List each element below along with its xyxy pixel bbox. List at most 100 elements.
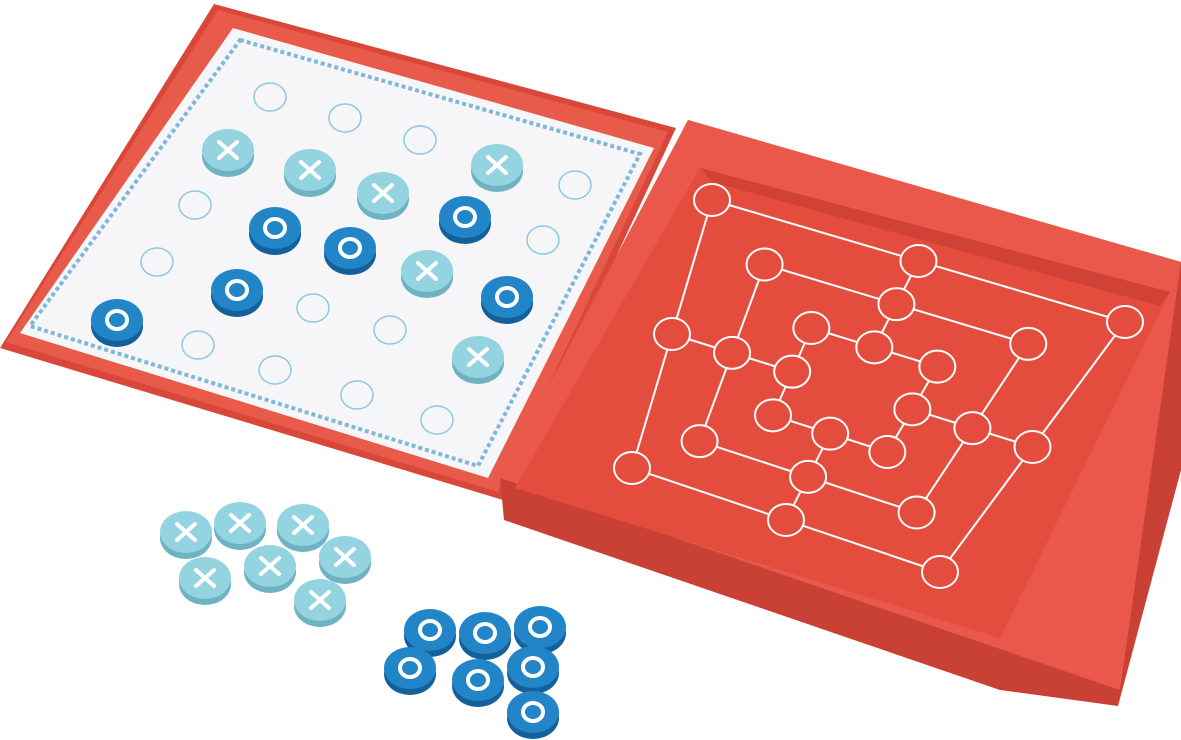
- board-point: [868, 435, 907, 469]
- board-point: [893, 392, 932, 427]
- board-point: [745, 247, 784, 282]
- board-point: [921, 555, 959, 589]
- token-face: [452, 659, 504, 701]
- x-token: [471, 144, 523, 192]
- empty-slot: [420, 405, 454, 435]
- x-token: [284, 149, 336, 197]
- empty-slot: [296, 293, 330, 323]
- o-token: [404, 609, 456, 657]
- o-token: [211, 269, 263, 317]
- x-token: [294, 579, 346, 627]
- o-token: [384, 647, 436, 695]
- board-point: [680, 424, 719, 459]
- token-face: [507, 691, 559, 733]
- x-token: [277, 504, 329, 552]
- x-mark: [416, 261, 438, 281]
- x-token: [214, 502, 266, 550]
- x-mark: [194, 568, 216, 588]
- board-point: [918, 349, 957, 384]
- x-token: [179, 557, 231, 605]
- empty-slot: [526, 225, 560, 255]
- o-token: [507, 646, 559, 694]
- board-point: [754, 398, 792, 433]
- x-mark: [372, 183, 394, 203]
- board-point: [713, 335, 752, 370]
- tokens: [91, 82, 592, 739]
- o-token: [481, 276, 533, 324]
- morris-board: [613, 183, 1144, 589]
- board-point: [855, 330, 894, 365]
- o-token: [459, 612, 511, 660]
- o-mark: [453, 206, 477, 228]
- x-mark: [217, 140, 239, 160]
- board-point: [767, 503, 805, 537]
- token-face: [404, 609, 456, 651]
- token-face: [459, 612, 511, 654]
- o-mark: [521, 656, 545, 678]
- board-point: [1106, 305, 1144, 339]
- empty-slot: [558, 170, 592, 200]
- x-token: [202, 129, 254, 177]
- empty-slot: [258, 355, 292, 385]
- o-token: [514, 606, 566, 654]
- board-point: [773, 354, 812, 389]
- board-point: [1009, 326, 1048, 361]
- x-token: [160, 511, 212, 559]
- board-point: [899, 244, 938, 278]
- o-token: [439, 196, 491, 244]
- o-token: [507, 691, 559, 739]
- empty-slot: [328, 103, 362, 133]
- o-mark: [105, 309, 129, 331]
- board-point: [877, 287, 916, 322]
- board-point: [653, 317, 691, 351]
- token-face: [481, 276, 533, 318]
- x-mark: [175, 522, 197, 542]
- x-mark: [229, 513, 251, 533]
- token-face: [211, 269, 263, 311]
- token-face: [507, 646, 559, 688]
- empty-slot: [178, 190, 212, 220]
- o-mark: [338, 237, 362, 259]
- empty-slot: [140, 247, 174, 277]
- token-face: [249, 207, 301, 249]
- token-face: [514, 606, 566, 648]
- x-mark: [467, 347, 489, 367]
- empty-slot: [373, 315, 407, 345]
- o-mark: [263, 217, 287, 239]
- o-mark: [466, 669, 490, 691]
- o-mark: [495, 286, 519, 308]
- token-face: [324, 227, 376, 269]
- board-point: [693, 183, 731, 217]
- x-token: [357, 172, 409, 220]
- x-token: [401, 250, 453, 298]
- empty-slot: [340, 380, 374, 410]
- x-mark: [259, 556, 281, 576]
- x-token: [452, 336, 504, 384]
- o-token: [249, 207, 301, 255]
- empty-slot: [403, 125, 437, 155]
- board-point: [897, 495, 936, 530]
- x-mark: [334, 547, 356, 567]
- o-token: [324, 227, 376, 275]
- board-point: [1013, 430, 1052, 464]
- board-point: [789, 459, 828, 494]
- empty-slot: [181, 330, 215, 360]
- board-point: [811, 416, 850, 451]
- tray-inner-wall: [700, 168, 1170, 306]
- x-mark: [292, 515, 314, 535]
- x-token: [319, 536, 371, 584]
- o-token: [91, 299, 143, 347]
- tray-floor: [515, 168, 1170, 638]
- o-mark: [225, 279, 249, 301]
- token-face: [91, 299, 143, 341]
- o-mark: [418, 619, 442, 641]
- o-mark: [398, 657, 422, 679]
- token-face: [384, 647, 436, 689]
- board-point: [792, 311, 831, 345]
- x-mark: [299, 160, 321, 180]
- x-token: [244, 545, 296, 593]
- board-point: [953, 411, 992, 446]
- empty-slot: [253, 82, 287, 112]
- o-token: [452, 659, 504, 707]
